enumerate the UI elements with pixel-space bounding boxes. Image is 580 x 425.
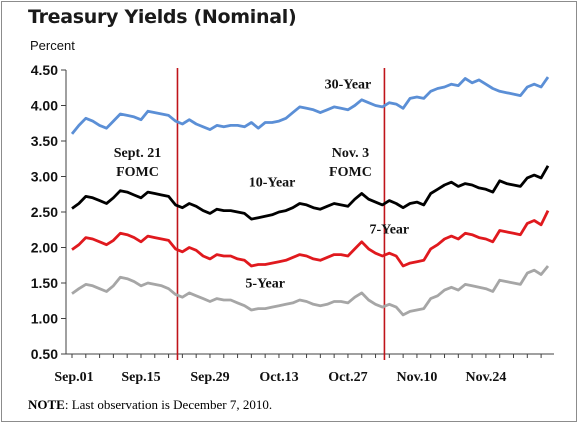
footnote: NOTE: Last observation is December 7, 20… bbox=[28, 397, 272, 413]
x-tick-label: Sep.01 bbox=[54, 370, 93, 385]
series-line-10-year bbox=[71, 165, 550, 221]
y-tick-label: 4.00 bbox=[31, 98, 58, 114]
series-line-7-year bbox=[71, 209, 550, 268]
y-tick-label: 0.50 bbox=[31, 346, 58, 362]
fomc-sub-label: FOMC bbox=[116, 165, 159, 180]
y-axis-label: Percent bbox=[30, 38, 75, 53]
x-tick-label: Sep.15 bbox=[121, 370, 160, 385]
x-tick-label: Sep.29 bbox=[190, 370, 229, 385]
fomc-date-label: Nov. 3 bbox=[332, 146, 369, 161]
series-label: 5-Year bbox=[245, 276, 285, 291]
footnote-text: : Last observation is December 7, 2010. bbox=[64, 397, 273, 412]
series-label: 10-Year bbox=[249, 175, 296, 190]
y-tick-label: 2.50 bbox=[31, 204, 58, 220]
series-line-30-year bbox=[70, 76, 550, 135]
x-tick-label: Nov.10 bbox=[397, 370, 438, 385]
annotations: 30-Year 10-Year 7-Year 5-Year bbox=[245, 77, 409, 291]
footnote-label: NOTE bbox=[28, 397, 65, 412]
y-tick-label: 1.50 bbox=[31, 275, 58, 291]
y-tick-label: 3.50 bbox=[31, 133, 58, 149]
y-tick-label: 3.00 bbox=[31, 169, 58, 185]
x-tick-label: Oct.13 bbox=[259, 370, 298, 385]
fomc-date-label: Sept. 21 bbox=[114, 146, 161, 161]
series-lines bbox=[70, 76, 550, 317]
x-tick-label: Nov.24 bbox=[465, 370, 506, 385]
fomc-sub-label: FOMC bbox=[329, 165, 372, 180]
y-tick-label: 1.00 bbox=[31, 311, 58, 327]
y-tick-label: 4.50 bbox=[31, 62, 58, 78]
x-tick-label: Oct.27 bbox=[328, 370, 367, 385]
series-label: 7-Year bbox=[370, 222, 410, 237]
series-line-5-year bbox=[71, 265, 550, 317]
y-tick-label: 2.00 bbox=[31, 240, 58, 256]
axes: 4.50 4.00 3.50 3.00 2.50 2.00 1.50 1.00 0.50 Sep.… bbox=[31, 62, 554, 385]
series-label: 30-Year bbox=[325, 77, 372, 92]
chart-title: Treasury Yields (Nominal) bbox=[28, 6, 297, 28]
fomc-lines: Sept. 21 FOMC Nov. 3 FOMC bbox=[114, 68, 386, 360]
